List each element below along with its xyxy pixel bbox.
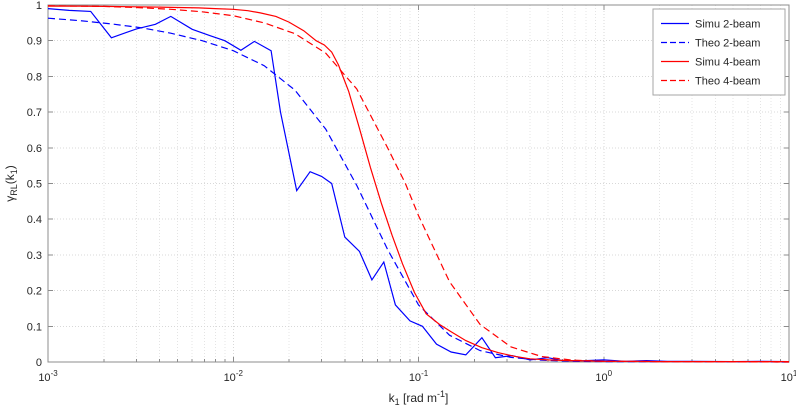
x-axis-label: k1 [rad m-1]	[389, 389, 449, 407]
series-line-simu-4-beam	[48, 5, 789, 363]
legend-label: Simu 2-beam	[695, 19, 760, 31]
y-tick-label: 0	[36, 357, 42, 369]
y-tick-label: 0.5	[27, 179, 42, 191]
y-tick-label: 0.7	[27, 107, 42, 119]
y-tick-label: 0.4	[27, 214, 42, 226]
series-line-theo-4-beam	[47, 5, 790, 363]
legend-label: Theo 4-beam	[695, 76, 760, 88]
x-tick-label: 10-3	[38, 369, 58, 384]
y-tick-label: 1	[36, 0, 42, 12]
y-tick-label: 0.8	[27, 71, 42, 83]
y-tick-label: 0.6	[27, 143, 42, 155]
series-line-simu-2-beam	[47, 8, 790, 363]
x-tick-label: 101	[781, 369, 796, 384]
legend-label: Theo 2-beam	[695, 38, 760, 50]
y-axis-label: γRL(k1)	[3, 165, 19, 202]
legend-label: Simu 4-beam	[695, 57, 760, 69]
x-tick-label: 100	[595, 369, 612, 384]
y-tick-label: 0.3	[27, 250, 42, 262]
x-tick-label: 10-1	[409, 369, 429, 384]
y-tick-label: 0.2	[27, 286, 42, 298]
x-tick-label: 10-2	[224, 369, 244, 384]
y-tick-label: 0.1	[27, 321, 42, 333]
y-tick-label: 0.9	[27, 36, 42, 48]
legend: Simu 2-beam Theo 2-beam Simu 4-beam Theo 4-…	[652, 8, 786, 96]
